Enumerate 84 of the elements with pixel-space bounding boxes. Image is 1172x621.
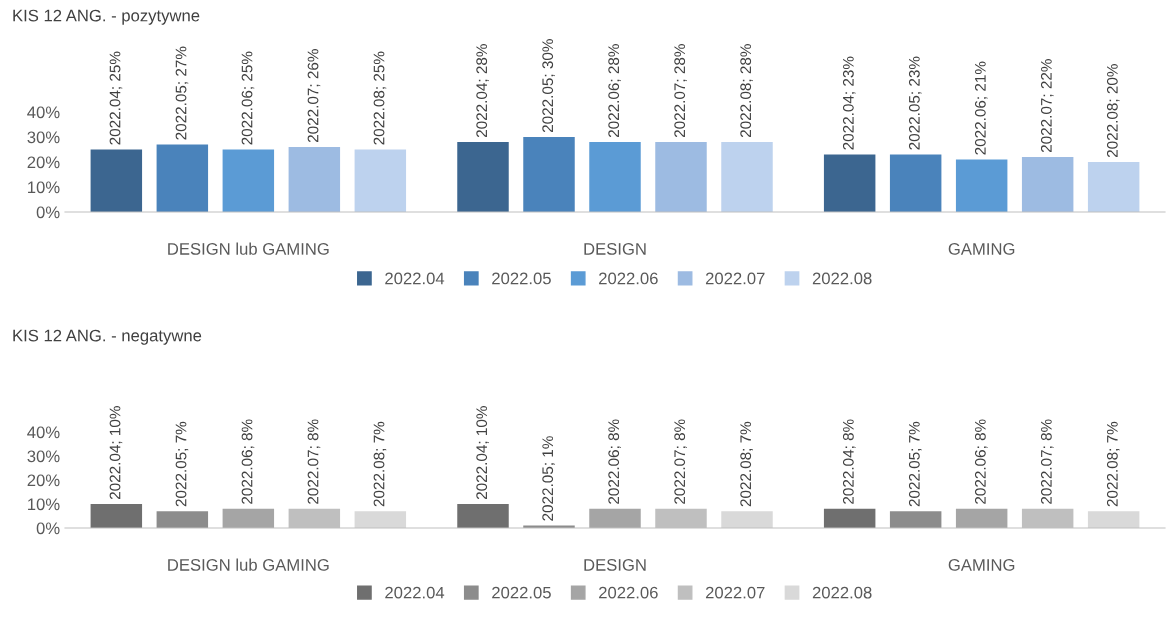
bar	[823, 508, 876, 528]
data-label: 2022.06; 8%	[608, 419, 621, 504]
data-label: 2022.06; 28%	[608, 44, 621, 138]
legend-label: 2022.07	[705, 586, 765, 599]
legend-label: 2022.06	[599, 586, 658, 599]
y-tick-label: 40%	[27, 106, 60, 119]
legend-label: 2022.04	[385, 586, 445, 599]
bar	[589, 142, 641, 212]
x-tick-label: DESIGN lub GAMING	[168, 242, 329, 255]
data-label: 2022.04; 10%	[109, 406, 123, 500]
data-label: 2022.05; 23%	[908, 56, 922, 150]
x-tick-label: DESIGN	[584, 559, 646, 571]
data-label: 2022.06; 25%	[241, 51, 255, 145]
data-label: 2022.08; 25%	[373, 51, 387, 145]
bar	[1087, 162, 1140, 212]
bar	[1021, 157, 1074, 212]
data-label: 2022.07; 8%	[674, 419, 687, 504]
data-label: 2022.05; 1%	[542, 436, 555, 521]
y-tick-label: 20%	[27, 156, 60, 169]
y-tick-label: 10%	[28, 498, 60, 511]
bar	[1087, 511, 1140, 528]
bar	[457, 142, 509, 212]
data-label: 2022.06; 8%	[974, 419, 988, 504]
x-tick-label: GAMING	[948, 559, 1015, 571]
legend-label: 2022.08	[812, 272, 872, 285]
legend-label: 2022.07	[705, 272, 765, 285]
bar	[721, 142, 773, 212]
bar	[589, 508, 641, 528]
bar	[889, 154, 942, 212]
bar	[955, 508, 1008, 528]
data-label: 2022.05; 7%	[175, 421, 189, 507]
bar	[721, 511, 773, 528]
data-label: 2022.05; 30%	[542, 39, 555, 133]
data-label: 2022.07; 26%	[307, 49, 321, 143]
bar	[90, 504, 143, 528]
data-label: 2022.08; 20%	[1106, 64, 1120, 158]
bar	[90, 149, 143, 212]
y-tick-label: 0%	[36, 522, 60, 535]
data-label: 2022.04; 8%	[842, 419, 856, 504]
chart-title: KIS 12 ANG. - negatywne	[13, 329, 202, 345]
x-tick-label: DESIGN lub GAMING	[168, 558, 329, 571]
y-tick-label: 10%	[28, 181, 60, 194]
data-label: 2022.06; 21%	[974, 61, 988, 155]
bar	[354, 149, 407, 212]
chart-title: KIS 12 ANG. - pozytywne	[13, 9, 200, 25]
x-tick-label: GAMING	[948, 243, 1015, 255]
bar	[655, 142, 707, 212]
bar	[955, 159, 1008, 212]
data-label: 2022.08; 7%	[740, 421, 753, 507]
data-label: 2022.04; 28%	[476, 44, 489, 138]
data-label: 2022.07; 8%	[1040, 419, 1054, 504]
bar	[457, 504, 509, 528]
y-tick-label: 30%	[27, 450, 60, 463]
legend-label: 2022.06	[599, 272, 658, 285]
y-tick-label: 30%	[27, 131, 60, 144]
bar	[889, 511, 942, 528]
y-tick-label: 0%	[36, 206, 60, 219]
data-label: 2022.04; 23%	[842, 56, 856, 150]
y-tick-label: 40%	[27, 426, 60, 439]
x-tick-label: DESIGN	[584, 243, 646, 255]
bar	[156, 511, 209, 528]
bar	[222, 508, 275, 528]
data-label: 2022.07; 28%	[674, 44, 687, 138]
data-label: 2022.05; 7%	[908, 421, 922, 507]
data-label: 2022.08; 7%	[373, 421, 387, 507]
data-label: 2022.07; 8%	[307, 419, 321, 504]
bar	[523, 137, 575, 212]
bar	[823, 154, 876, 212]
legend-label: 2022.08	[812, 586, 872, 599]
data-label: 2022.06; 8%	[241, 419, 255, 504]
legend-label: 2022.04	[385, 272, 445, 285]
data-label: 2022.04; 25%	[109, 51, 123, 145]
bar	[222, 149, 275, 212]
data-label: 2022.08; 7%	[1106, 421, 1120, 507]
y-tick-label: 20%	[27, 474, 60, 487]
data-label: 2022.08; 28%	[740, 44, 753, 138]
data-label: 2022.04; 10%	[476, 406, 489, 500]
legend-label: 2022.05	[492, 586, 551, 599]
legend-label: 2022.05	[492, 272, 551, 285]
bar	[354, 511, 407, 528]
bar	[288, 147, 341, 212]
data-label: 2022.05; 27%	[175, 46, 189, 140]
bar	[156, 144, 209, 212]
data-label: 2022.07; 22%	[1040, 59, 1054, 153]
